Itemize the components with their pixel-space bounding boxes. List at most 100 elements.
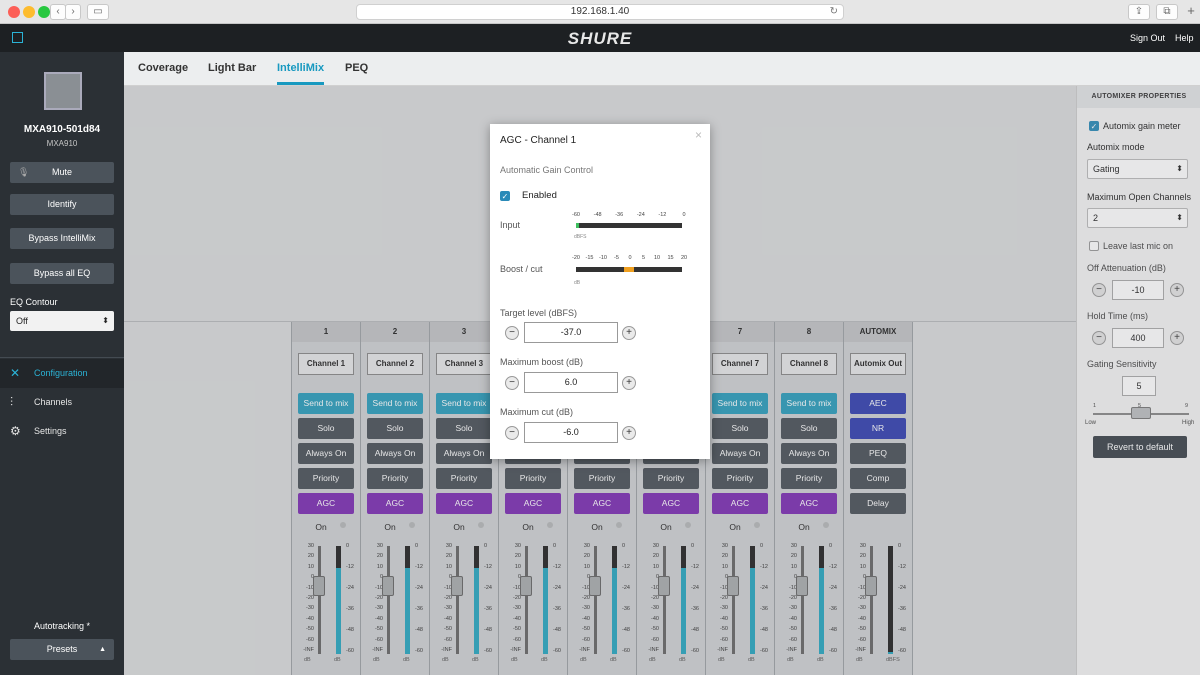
close-window-icon[interactable] — [8, 6, 20, 18]
forward-icon[interactable]: › — [65, 4, 81, 20]
agc-button[interactable]: AGC — [367, 493, 423, 514]
channel-name-button[interactable]: Channel 2 — [367, 353, 423, 375]
fader-track[interactable] — [456, 546, 459, 654]
target-decrement-button[interactable]: − — [505, 326, 519, 340]
fader-handle[interactable] — [451, 576, 463, 596]
enabled-checkbox[interactable]: ✓ — [500, 191, 510, 201]
always-on-button[interactable]: Always On — [712, 443, 768, 464]
hold-decrement-button[interactable]: − — [1092, 331, 1106, 345]
automix-delay-button[interactable]: Delay — [850, 493, 906, 514]
solo-button[interactable]: Solo — [781, 418, 837, 439]
send-to-mix-button[interactable]: Send to mix — [298, 393, 354, 414]
priority-button[interactable]: Priority — [574, 468, 630, 489]
nav-settings[interactable]: ⚙ Settings — [0, 417, 124, 446]
priority-button[interactable]: Priority — [643, 468, 699, 489]
sign-out-link[interactable]: Sign Out — [1130, 33, 1166, 43]
tab-peq[interactable]: PEQ — [345, 62, 369, 74]
fader-track[interactable] — [525, 546, 528, 654]
priority-button[interactable]: Priority — [436, 468, 492, 489]
fader-track[interactable] — [732, 546, 735, 654]
panel-toggle-icon[interactable] — [12, 32, 23, 43]
new-tab-icon[interactable]: + — [1187, 3, 1195, 18]
agc-button[interactable]: AGC — [298, 493, 354, 514]
reload-icon[interactable]: ↻ — [829, 6, 838, 17]
agc-button[interactable]: AGC — [505, 493, 561, 514]
target-input[interactable]: -37.0 — [524, 322, 618, 343]
always-on-button[interactable]: Always On — [367, 443, 423, 464]
tab-intellimix[interactable]: IntelliMix — [277, 62, 325, 85]
fader-track[interactable] — [663, 546, 666, 654]
send-to-mix-button[interactable]: Send to mix — [712, 393, 768, 414]
fader-handle[interactable] — [589, 576, 601, 596]
gating-input[interactable]: 5 — [1122, 376, 1156, 396]
zoom-window-icon[interactable] — [38, 6, 50, 18]
presets-button[interactable]: Presets ▲ — [10, 639, 114, 660]
agc-button[interactable]: AGC — [781, 493, 837, 514]
max-open-select[interactable]: 2 ⬍ — [1087, 208, 1188, 228]
fader-track[interactable] — [801, 546, 804, 654]
always-on-button[interactable]: Always On — [298, 443, 354, 464]
fader-track[interactable] — [387, 546, 390, 654]
always-on-button[interactable]: Always On — [781, 443, 837, 464]
eq-contour-select[interactable]: Off ⬍ — [10, 311, 114, 331]
send-to-mix-button[interactable]: Send to mix — [367, 393, 423, 414]
fader-handle[interactable] — [658, 576, 670, 596]
solo-button[interactable]: Solo — [367, 418, 423, 439]
automix-nr-button[interactable]: NR — [850, 418, 906, 439]
tab-light-bar[interactable]: Light Bar — [208, 62, 257, 74]
fader-handle[interactable] — [796, 576, 808, 596]
off-atten-increment-button[interactable]: + — [1170, 283, 1184, 297]
mode-select[interactable]: Gating ⬍ — [1087, 159, 1188, 179]
share-icon[interactable]: ⇪ — [1128, 4, 1150, 20]
gating-slider-handle[interactable] — [1131, 407, 1151, 419]
close-icon[interactable]: × — [694, 128, 702, 142]
identify-button[interactable]: Identify — [10, 194, 114, 215]
automix-out-button[interactable]: Automix Out — [850, 353, 906, 375]
off-atten-decrement-button[interactable]: − — [1092, 283, 1106, 297]
minimize-window-icon[interactable] — [23, 6, 35, 18]
nav-configuration[interactable]: ✕ Configuration — [0, 359, 124, 388]
tab-coverage[interactable]: Coverage — [138, 62, 189, 74]
send-to-mix-button[interactable]: Send to mix — [436, 393, 492, 414]
agc-button[interactable]: AGC — [574, 493, 630, 514]
fader-track[interactable] — [870, 546, 873, 654]
hold-input[interactable]: 400 — [1112, 328, 1164, 348]
tabs-overview-icon[interactable]: ⧉ — [1156, 4, 1178, 20]
priority-button[interactable]: Priority — [505, 468, 561, 489]
back-icon[interactable]: ‹ — [50, 4, 66, 20]
channel-name-button[interactable]: Channel 7 — [712, 353, 768, 375]
channel-name-button[interactable]: Channel 1 — [298, 353, 354, 375]
solo-button[interactable]: Solo — [712, 418, 768, 439]
target-increment-button[interactable]: + — [622, 326, 636, 340]
fader-handle[interactable] — [520, 576, 532, 596]
automix-peq-button[interactable]: PEQ — [850, 443, 906, 464]
agc-button[interactable]: AGC — [436, 493, 492, 514]
fader-handle[interactable] — [727, 576, 739, 596]
fader-handle[interactable] — [865, 576, 877, 596]
solo-button[interactable]: Solo — [298, 418, 354, 439]
priority-button[interactable]: Priority — [298, 468, 354, 489]
agc-button[interactable]: AGC — [712, 493, 768, 514]
fader-handle[interactable] — [382, 576, 394, 596]
priority-button[interactable]: Priority — [367, 468, 423, 489]
maxboost-increment-button[interactable]: + — [622, 376, 636, 390]
mute-button[interactable]: 🎙 Mute — [10, 162, 114, 183]
priority-button[interactable]: Priority — [712, 468, 768, 489]
automix-aec-button[interactable]: AEC — [850, 393, 906, 414]
priority-button[interactable]: Priority — [781, 468, 837, 489]
help-link[interactable]: Help — [1175, 33, 1194, 43]
nav-channels[interactable]: ⫶ Channels — [0, 388, 124, 417]
fader-track[interactable] — [594, 546, 597, 654]
fader-handle[interactable] — [313, 576, 325, 596]
address-bar[interactable]: 192.168.1.40 ↻ — [356, 4, 844, 20]
fader-track[interactable] — [318, 546, 321, 654]
maxcut-increment-button[interactable]: + — [622, 426, 636, 440]
solo-button[interactable]: Solo — [436, 418, 492, 439]
maxcut-input[interactable]: -6.0 — [524, 422, 618, 443]
maxcut-decrement-button[interactable]: − — [505, 426, 519, 440]
bypass-intellimix-button[interactable]: Bypass IntelliMix — [10, 228, 114, 249]
automix-comp-button[interactable]: Comp — [850, 468, 906, 489]
agc-button[interactable]: AGC — [643, 493, 699, 514]
gain-meter-checkbox[interactable]: ✓ — [1089, 121, 1099, 131]
maxboost-input[interactable]: 6.0 — [524, 372, 618, 393]
